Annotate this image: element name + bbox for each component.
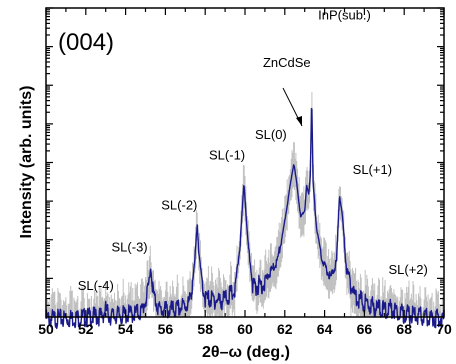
- x-tick-label: 60: [237, 321, 253, 337]
- peak-label: SL(-3): [112, 239, 148, 254]
- zncdse-arrow-head: [296, 116, 302, 126]
- x-tick-label: 58: [197, 321, 213, 337]
- x-tick-label: 66: [357, 321, 373, 337]
- x-tick-label: 50: [38, 321, 54, 337]
- panel-label: (004): [58, 29, 114, 56]
- peak-annotations: SL(-4) SL(-3) SL(-2) SL(-1) SL(0) ZnCdSe InP(s…: [78, 8, 428, 293]
- x-tick-label: 64: [317, 321, 333, 337]
- peak-label: InP(sub.): [318, 8, 371, 23]
- x-tick-label: 52: [78, 321, 94, 337]
- x-tick-label: 54: [118, 321, 134, 337]
- y-axis-title: Intensity (arb. units): [18, 86, 35, 239]
- series-layer: [45, 108, 445, 330]
- peak-label: SL(0): [255, 127, 287, 142]
- axis-ticks: [45, 7, 445, 318]
- x-tick-label: 62: [277, 321, 293, 337]
- x-tick-labels: 50 52 54 56 58 60 62 64 66 68 70: [38, 321, 452, 337]
- series-line: [45, 108, 445, 330]
- peak-label: SL(+2): [388, 262, 427, 277]
- x-tick-label: 56: [158, 321, 174, 337]
- x-tick-label: 70: [436, 321, 452, 337]
- peak-label: SL(-2): [161, 198, 197, 213]
- x-tick-label: 68: [396, 321, 412, 337]
- peak-label: SL(-4): [78, 278, 114, 293]
- x-axis-title: 2θ–ω (deg.): [202, 344, 290, 361]
- peak-label: SL(+1): [353, 162, 392, 177]
- peak-label: SL(-1): [209, 147, 245, 162]
- peak-label: ZnCdSe: [263, 55, 311, 70]
